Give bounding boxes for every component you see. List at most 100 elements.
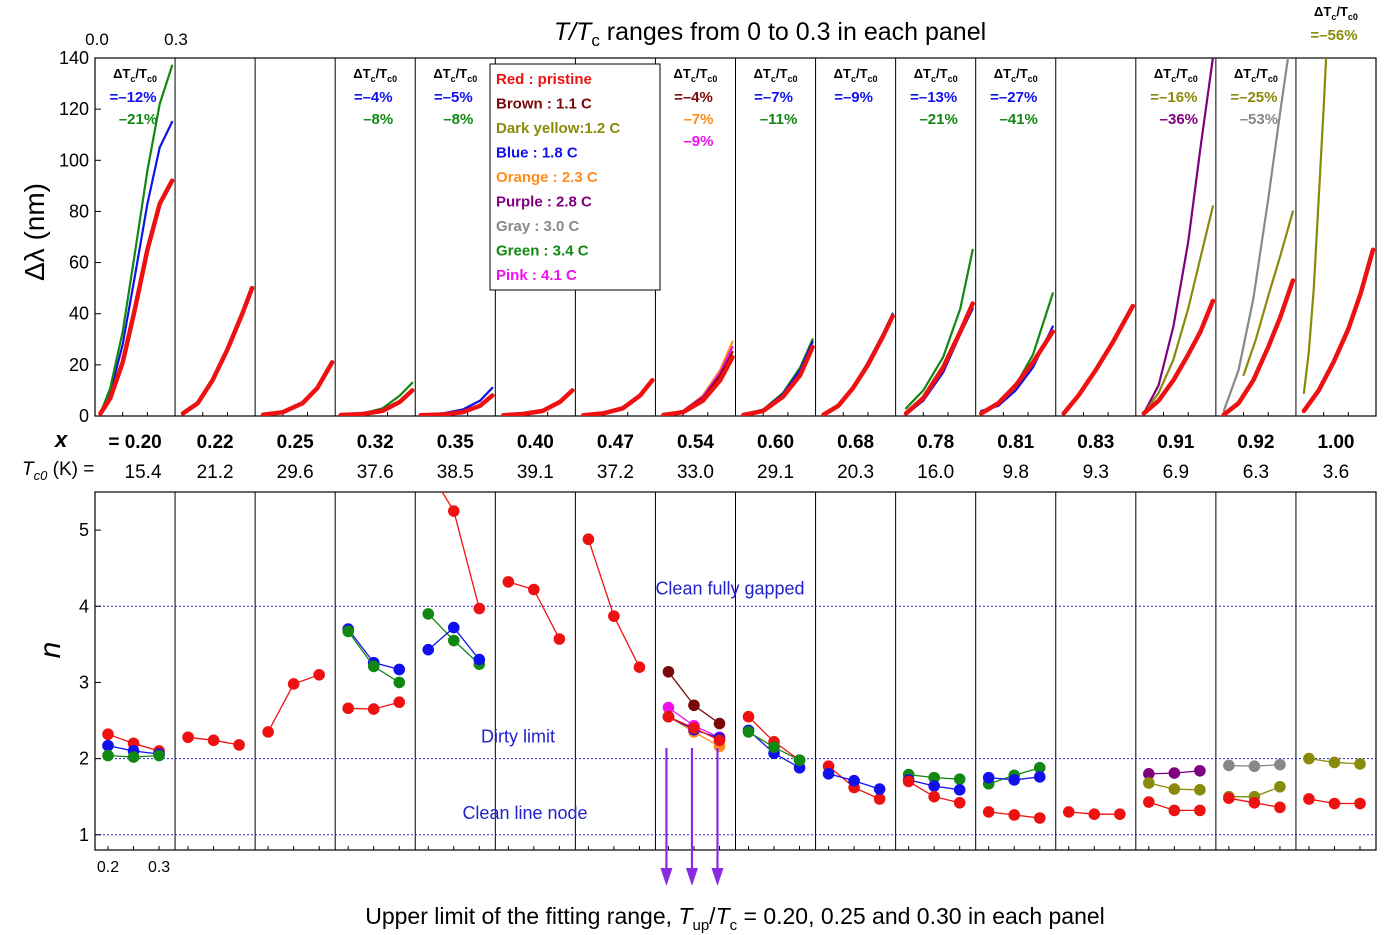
upper-series-line bbox=[1222, 58, 1290, 412]
dtc-header: ΔTc/Tc0 bbox=[834, 66, 878, 84]
top-tick-start: 0.0 bbox=[85, 30, 109, 49]
dtc-value: –9% bbox=[683, 133, 713, 150]
upper-series-line bbox=[742, 338, 814, 416]
lower-data-point bbox=[1223, 792, 1235, 805]
dtc-header-main: ΔT bbox=[994, 66, 1011, 81]
tc-row-label: Tc0 (K) = bbox=[22, 459, 94, 483]
legend-entry: Red : pristine bbox=[496, 71, 592, 88]
composition-x: 0.54 bbox=[677, 432, 714, 453]
lower-data-point bbox=[1303, 793, 1315, 805]
dtc-value: =–12% bbox=[109, 89, 156, 106]
dtc-value: –11% bbox=[760, 111, 798, 128]
dtc-value: =–4% bbox=[354, 89, 393, 106]
composition-x: 0.32 bbox=[357, 432, 394, 453]
composition-tc: 33.0 bbox=[677, 462, 714, 483]
composition-tc: 3.6 bbox=[1323, 462, 1349, 483]
lower-data-point bbox=[982, 771, 995, 784]
lower-data-point bbox=[1033, 771, 1046, 783]
lower-data-point bbox=[127, 751, 140, 763]
upper-series-line bbox=[904, 248, 974, 410]
lower-data-point bbox=[1223, 759, 1235, 772]
dtc-header-mid: /T bbox=[1016, 66, 1028, 81]
upper-series-line bbox=[99, 120, 174, 415]
dtc-header: ΔTc/Tc0 bbox=[754, 66, 798, 84]
lower-data-point bbox=[873, 793, 886, 805]
lower-data-point bbox=[262, 726, 274, 738]
reference-line-label: Dirty limit bbox=[481, 727, 555, 747]
upper-series-line bbox=[980, 325, 1054, 412]
lower-data-point bbox=[768, 741, 780, 753]
composition-tc: 29.6 bbox=[277, 462, 314, 483]
legend-entry: Blue : 1.8 C bbox=[496, 145, 578, 162]
lower-y-tick-label: 1 bbox=[79, 825, 89, 845]
dtc-value: –8% bbox=[443, 111, 473, 128]
lower-y-tick-label: 3 bbox=[79, 672, 89, 692]
dtc-header-main: ΔT bbox=[754, 66, 771, 81]
lower-y-label-text: n bbox=[34, 642, 67, 659]
lower-data-point bbox=[1033, 812, 1046, 824]
lower-data-point bbox=[313, 669, 325, 681]
upper-series-line bbox=[581, 377, 655, 416]
footer-t: T bbox=[678, 903, 694, 929]
upper-series-line bbox=[1142, 205, 1215, 415]
lower-data-point bbox=[473, 653, 486, 666]
composition-tc: 38.5 bbox=[437, 462, 474, 483]
lower-data-point bbox=[1328, 756, 1341, 769]
tc-row-label-unit: (K) = bbox=[47, 459, 94, 480]
upper-y-tick-label: 140 bbox=[59, 48, 89, 68]
upper-y-tick-label: 100 bbox=[59, 150, 89, 170]
upper-y-label-text: Δλ (nm) bbox=[19, 183, 50, 281]
top-tick-end: 0.3 bbox=[164, 30, 188, 49]
upper-series-line bbox=[1141, 298, 1216, 416]
lower-data-point bbox=[1008, 774, 1021, 786]
dtc-header-sub: c0 bbox=[467, 74, 477, 84]
dtc-header-sub: c0 bbox=[868, 74, 878, 84]
footer-caption: Upper limit of the fitting range, Tup/Tc… bbox=[365, 903, 1105, 934]
lower-data-point bbox=[102, 739, 114, 752]
lower-data-point bbox=[848, 774, 860, 787]
dtc-header-sub: c0 bbox=[707, 74, 717, 84]
dtc-header-main: ΔT bbox=[834, 66, 851, 81]
lower-data-point bbox=[447, 634, 460, 647]
dtc-header-main: ΔT bbox=[1234, 66, 1251, 81]
lower-data-point bbox=[633, 661, 646, 673]
footer-tc-sub: c bbox=[730, 917, 738, 934]
dtc-header-mid: /T bbox=[135, 66, 147, 81]
lower-data-point bbox=[662, 710, 675, 723]
dtc-value: –8% bbox=[363, 111, 393, 128]
lower-data-point bbox=[662, 665, 675, 678]
lower-data-point bbox=[902, 775, 915, 788]
composition-x: = 0.20 bbox=[108, 432, 161, 453]
upper-series-line bbox=[1061, 303, 1136, 416]
dtc-header-sub: c0 bbox=[948, 74, 958, 84]
lower-data-point bbox=[342, 625, 354, 638]
lower-y-label: n bbox=[34, 642, 67, 659]
dtc-header-sub: c0 bbox=[1348, 12, 1358, 22]
dtc-header: ΔTc/Tc0 bbox=[1314, 4, 1358, 22]
lower-data-point bbox=[1168, 804, 1181, 817]
lower-data-point bbox=[473, 602, 486, 615]
dtc-header-main: ΔT bbox=[674, 66, 691, 81]
composition-x: 0.81 bbox=[997, 432, 1034, 453]
dtc-value: –21% bbox=[919, 111, 957, 128]
dtc-header: ΔTc/Tc0 bbox=[1154, 66, 1198, 84]
dtc-value: =–13% bbox=[910, 89, 957, 106]
lower-data-point bbox=[1194, 764, 1206, 777]
upper-y-label: Δλ (nm) bbox=[19, 183, 50, 281]
lower-data-point bbox=[502, 576, 515, 588]
lower-data-point bbox=[393, 663, 406, 676]
upper-series-line bbox=[98, 178, 175, 416]
lower-data-point bbox=[928, 780, 940, 792]
upper-series-line bbox=[978, 329, 1056, 416]
composition-tc: 6.3 bbox=[1243, 462, 1269, 483]
lower-data-point bbox=[1274, 758, 1286, 771]
upper-y-tick-label: 60 bbox=[69, 253, 89, 273]
title-prefix: T/T bbox=[554, 18, 593, 46]
title-sub: c bbox=[591, 31, 600, 50]
upper-plot: 020406080100120140ΔTc/Tc0=–12%–21%ΔTc/Tc… bbox=[59, 4, 1377, 426]
lower-data-point bbox=[153, 749, 165, 762]
lower-data-point bbox=[713, 717, 726, 730]
dtc-header-sub: c0 bbox=[1028, 74, 1038, 84]
composition-tc: 39.1 bbox=[517, 462, 554, 483]
composition-x: 0.60 bbox=[757, 432, 794, 453]
